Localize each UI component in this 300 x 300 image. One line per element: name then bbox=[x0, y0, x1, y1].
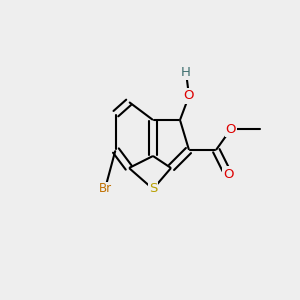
Text: H: H bbox=[181, 65, 191, 79]
Text: O: O bbox=[226, 122, 236, 136]
Text: O: O bbox=[184, 89, 194, 103]
Text: S: S bbox=[149, 182, 157, 196]
Text: Br: Br bbox=[98, 182, 112, 196]
Text: O: O bbox=[223, 167, 233, 181]
